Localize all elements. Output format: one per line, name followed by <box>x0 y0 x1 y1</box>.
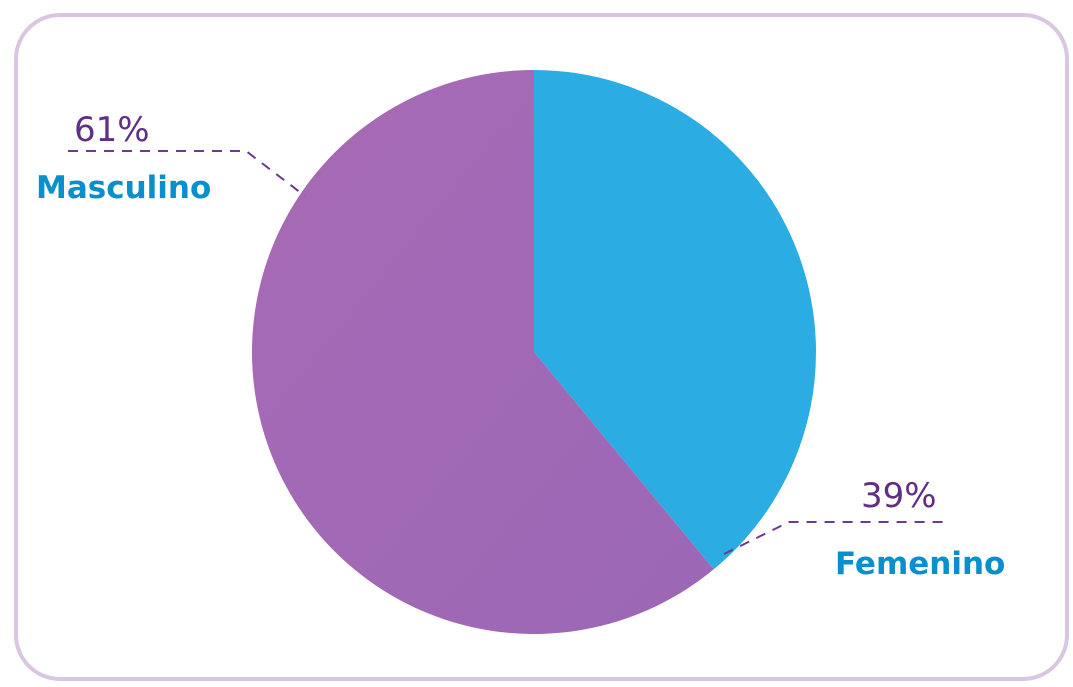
pie-slices <box>251 70 816 634</box>
leader-line-masculino <box>68 150 306 197</box>
pie-slice-masculino <box>251 70 714 634</box>
pie-slice-femenino <box>534 70 816 570</box>
slice-category-label-femenino: Femenino <box>835 546 1005 582</box>
slice-category-label-masculino: Masculino <box>36 170 211 206</box>
slice-labels: 61% Masculino 39% Femenino <box>36 110 1005 582</box>
leader-lines <box>68 150 950 555</box>
slice-percent-label-femenino: 39% <box>861 476 937 516</box>
leader-line-femenino <box>723 521 950 555</box>
slice-percent-label-masculino: 61% <box>74 110 150 150</box>
